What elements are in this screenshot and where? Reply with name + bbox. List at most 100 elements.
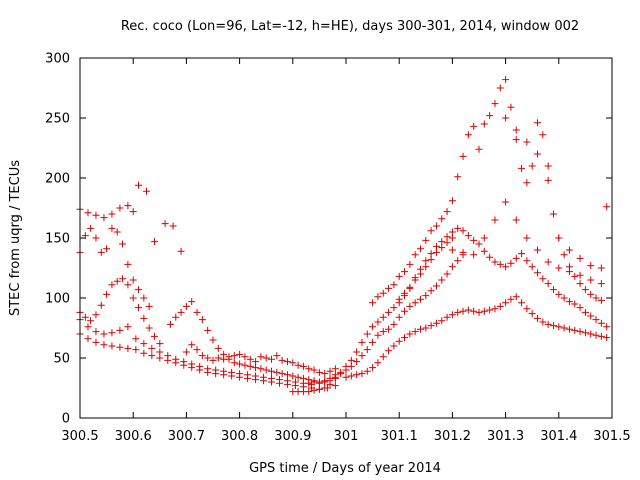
data-point [502,114,510,122]
data-point [555,290,563,298]
data-point [507,295,515,303]
data-point [294,373,302,381]
y-tick-label: 250 [45,112,70,127]
data-point [315,385,323,393]
data-point [132,346,140,354]
data-point [310,366,318,374]
data-point [475,308,483,316]
data-point [124,281,132,289]
series-sat-I [305,234,456,387]
data-point [401,307,409,315]
data-point [401,268,409,276]
x-tick-label: 300.7 [168,429,205,444]
data-point [353,348,361,356]
data-point [390,342,398,350]
series-sat-A [76,330,339,393]
data-point [209,336,217,344]
data-point [411,299,419,307]
x-tick-label: 301.5 [593,429,630,444]
data-point [262,354,270,362]
data-point [416,325,424,333]
data-point [220,367,228,375]
data-point [448,311,456,319]
data-point [555,234,563,242]
series-sat-D [76,224,153,310]
data-point [92,311,100,319]
data-points [76,76,611,396]
data-point [246,362,254,370]
data-point [438,276,446,284]
series-sat-E [76,181,185,255]
data-point [241,361,249,369]
data-point [252,364,260,372]
data-point [132,335,140,343]
data-point [448,228,456,236]
data-point [81,232,89,240]
data-point [597,264,605,272]
data-point [587,290,595,298]
data-point [305,388,313,396]
data-point [135,286,143,294]
data-point [124,344,132,352]
data-point [379,289,387,297]
data-point [544,176,552,184]
data-point [305,365,313,373]
data-point [512,126,520,134]
data-point [454,173,462,181]
data-point [225,353,233,361]
data-point [172,355,180,363]
data-point [92,328,100,336]
data-point [411,274,419,282]
data-point [100,330,108,338]
data-point [177,308,185,316]
data-point [230,352,238,360]
data-point [592,294,600,302]
data-point [177,247,185,255]
data-point [390,281,398,289]
data-point [342,373,350,381]
data-point [512,293,520,301]
data-point [214,354,222,362]
data-point [565,268,573,276]
x-tick-label: 301.2 [434,429,471,444]
x-tick-label: 300.5 [61,429,98,444]
data-point [395,313,403,321]
data-point [92,234,100,242]
data-point [523,179,531,187]
series-sat-C [76,275,164,348]
data-point [581,308,589,316]
data-point [502,299,510,307]
data-point [432,248,440,256]
data-point [116,326,124,334]
data-point [236,360,244,368]
data-point [124,202,132,210]
data-point [257,365,265,373]
data-point [347,356,355,364]
y-tick-label: 150 [45,232,70,247]
data-point [432,282,440,290]
data-point [342,362,350,370]
data-point [571,326,579,334]
data-point [385,308,393,316]
data-point [188,341,196,349]
data-point [565,325,573,333]
data-point [534,119,542,127]
data-point [188,360,196,368]
data-point [528,310,536,318]
data-point [581,329,589,337]
data-point [571,272,579,280]
data-point [299,374,307,382]
data-point [597,332,605,340]
data-point [268,374,276,382]
data-point [347,372,355,380]
data-point [119,275,127,283]
data-point [252,358,260,366]
data-point [395,337,403,345]
data-point [369,323,377,331]
data-point [182,348,190,356]
data-point [544,320,552,328]
data-point [534,246,542,254]
data-point [512,136,520,144]
data-point [129,276,137,284]
